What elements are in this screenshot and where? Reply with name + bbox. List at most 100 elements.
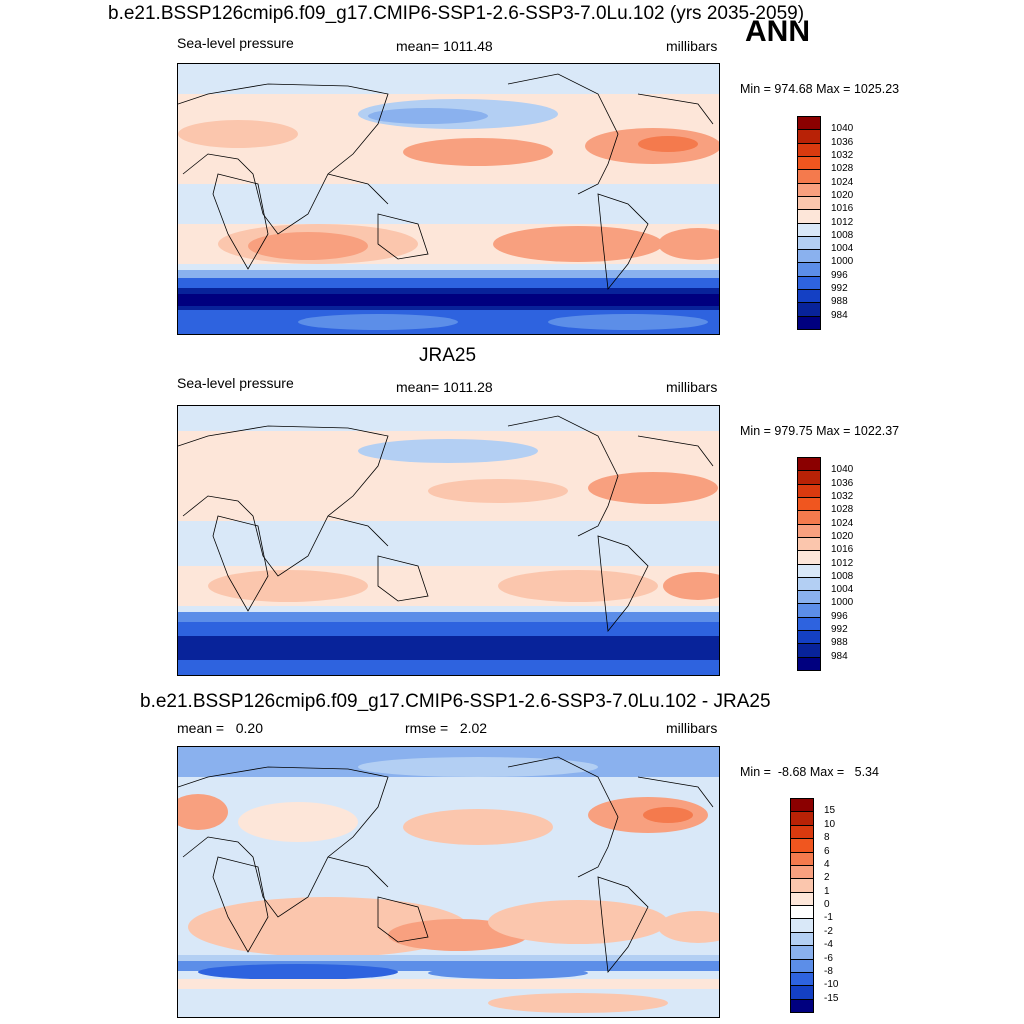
colorbar-label: 6 (824, 845, 830, 857)
colorbar-box (790, 971, 814, 987)
colorbar-box (790, 838, 814, 853)
colorbar-label: 988 (831, 296, 848, 308)
colorbar-box (797, 483, 821, 498)
colorbar-label: -6 (824, 952, 833, 964)
colorbar-box (797, 249, 821, 264)
colorbar-label: -1 (824, 912, 833, 924)
colorbar-box (797, 496, 821, 512)
panel1-minmax: Min = 974.68 Max = 1025.23 (740, 82, 900, 96)
colorbar-box (797, 563, 821, 578)
colorbar-label: 0 (824, 899, 830, 910)
panel2-field-label: Sea-level pressure (177, 375, 294, 391)
colorbar-label: 1032 (831, 149, 854, 161)
panel2-minmax: Min = 979.75 Max = 1022.37 (740, 424, 900, 438)
panel3-colorbar: 15 10 8 6 4 2 1 0 -1 -2 -4 -6 -8 -10 -15 (790, 798, 850, 1013)
panel2-colorbar: 1040 1036 1032 1028 1024 1020 1016 1012 1008 1004… (797, 457, 857, 671)
colorbar-box (797, 129, 821, 144)
colorbar-label: 1040 (831, 464, 854, 476)
panel2-map-svg (178, 406, 719, 675)
panel3-map-svg (178, 747, 719, 1017)
panel2-mean-label: mean= 1011.28 (396, 379, 493, 395)
colorbar-box (790, 905, 814, 920)
colorbar-label: 2 (824, 872, 830, 884)
colorbar-label: 992 (831, 283, 848, 295)
colorbar-box (797, 470, 821, 485)
panel3-title: b.e21.BSSP126cmip6.f09_g17.CMIP6-SSP1-2.… (140, 691, 771, 712)
colorbar-label: 15 (824, 805, 836, 817)
panel2-title: JRA25 (419, 345, 477, 366)
colorbar-label: 996 (831, 610, 848, 622)
panel3-map (177, 746, 720, 1018)
colorbar-box (790, 918, 814, 933)
colorbar-box (797, 536, 821, 552)
colorbar-box (797, 616, 821, 632)
colorbar-label: 984 (831, 650, 848, 662)
colorbar-label: 1024 (831, 517, 854, 529)
colorbar-label: 1012 (831, 557, 854, 569)
colorbar-label: 1 (824, 885, 830, 897)
colorbar-box (790, 931, 814, 947)
panel2-units-label: millibars (666, 379, 718, 395)
colorbar-box (790, 878, 814, 893)
colorbar-label: 1040 (831, 123, 854, 135)
colorbar-box (797, 195, 821, 211)
colorbar-box (797, 222, 821, 237)
colorbar-label: 1008 (831, 570, 854, 582)
colorbar-label: 1032 (831, 490, 854, 502)
colorbar-box (797, 643, 821, 658)
colorbar-label: -15 (824, 992, 839, 1004)
panel1-map-svg (178, 64, 719, 334)
panel1-colorbar: 1040 1036 1032 1028 1024 1020 1016 1012 1008 1004… (797, 116, 857, 330)
colorbar-box (797, 523, 821, 538)
colorbar-label: 1028 (831, 163, 854, 175)
colorbar-box (797, 289, 821, 304)
colorbar-box (797, 235, 821, 251)
colorbar-label: 1024 (831, 176, 854, 188)
colorbar-label: 1020 (831, 189, 854, 201)
colorbar-label: -4 (824, 939, 833, 951)
colorbar-box (797, 209, 821, 224)
colorbar-label: 988 (831, 637, 848, 649)
colorbar-label: 1000 (831, 597, 854, 609)
colorbar-label: 1028 (831, 504, 854, 516)
colorbar-label: 1004 (831, 584, 854, 596)
colorbar-label: 10 (824, 818, 836, 830)
colorbar-box (797, 590, 821, 605)
colorbar-box (790, 864, 814, 880)
colorbar-box (790, 824, 814, 840)
panel2-map (177, 405, 720, 676)
colorbar-label: 1008 (831, 229, 854, 241)
panel3-minmax: Min = -8.68 Max = 5.34 (740, 765, 879, 779)
colorbar-box (790, 945, 814, 960)
panel1-mean-label: mean= 1011.48 (396, 38, 493, 54)
colorbar-label: 1036 (831, 136, 854, 148)
colorbar-label: 996 (831, 269, 848, 281)
colorbar-label: 1012 (831, 216, 854, 228)
colorbar-box (797, 510, 821, 525)
main-title: b.e21.BSSP126cmip6.f09_g17.CMIP6-SSP1-2.… (108, 3, 805, 24)
colorbar-box (797, 169, 821, 184)
colorbar-box (790, 958, 814, 973)
colorbar-box (797, 116, 821, 131)
panel3-units-label: millibars (666, 720, 718, 736)
colorbar-box (797, 262, 821, 277)
colorbar-label: 1016 (831, 544, 854, 556)
panel1-units-label: millibars (666, 38, 718, 54)
colorbar-box (797, 275, 821, 291)
colorbar-box (797, 155, 821, 171)
colorbar-box (790, 798, 814, 813)
season-label: ANN (745, 15, 810, 48)
colorbar-box (797, 182, 821, 197)
colorbar-box (797, 630, 821, 645)
colorbar-label: 1036 (831, 477, 854, 489)
colorbar-label: 984 (831, 309, 848, 321)
panel3-rmse-label: rmse = 2.02 (405, 720, 488, 736)
colorbar-label: -8 (824, 965, 833, 977)
colorbar-label: -2 (824, 925, 833, 937)
colorbar-label: 1004 (831, 243, 854, 255)
colorbar-label: 4 (824, 858, 830, 870)
colorbar-box (790, 985, 814, 1000)
colorbar-box (797, 576, 821, 592)
colorbar-box (797, 457, 821, 472)
colorbar-box (797, 315, 821, 330)
